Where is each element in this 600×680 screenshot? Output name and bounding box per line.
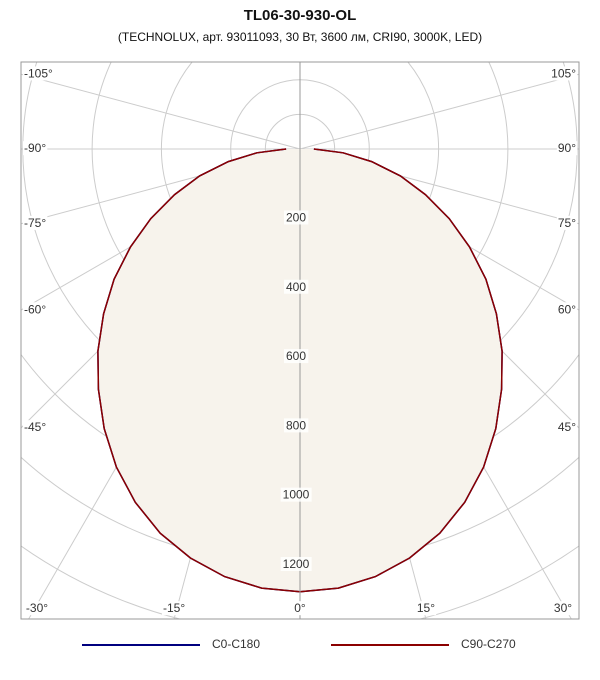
angle-label-bg (24, 601, 50, 616)
r-label-bg (280, 487, 312, 502)
r-tick-label: 800 (286, 418, 306, 432)
angle-label-bg (23, 215, 48, 230)
angle-label-bg (23, 420, 48, 435)
intensity-line (299, 148, 503, 593)
intensity-line (97, 148, 301, 593)
plot-area (21, 62, 579, 619)
r-tick-label: 1000 (283, 488, 310, 502)
angle-label-bg (550, 66, 578, 81)
angle-label: -15° (163, 601, 185, 615)
angle-label: 60° (558, 302, 576, 316)
r-tick-label: 1200 (283, 557, 310, 571)
intensity-curve (300, 149, 503, 592)
angle-label: 90° (558, 141, 576, 155)
angle-label: 105° (551, 66, 576, 80)
r-label-bg (283, 279, 309, 294)
angle-label: -75° (24, 216, 46, 230)
angle-label-bg (552, 601, 574, 616)
angle-label: -30° (26, 601, 48, 615)
r-label-bg (280, 556, 312, 571)
angle-label: 15° (417, 601, 435, 615)
r-tick-label: 400 (286, 280, 306, 294)
angle-label-bg (23, 302, 48, 317)
plot-frame (20, 61, 580, 620)
spoke (21, 73, 301, 150)
spoke (299, 73, 579, 150)
labels: -105° -90° -75° -60° -45° -30° -15° 0° 15° 30° 45°… (23, 66, 578, 616)
angle-label-bg (23, 66, 55, 81)
angle-label-bg (556, 420, 578, 435)
angle-label: 30° (554, 601, 572, 615)
chart-subtitle: (TECHNOLUX, арт. 93011093, 30 Вт, 3600 л… (118, 30, 482, 44)
angle-label: 75° (558, 216, 576, 230)
intensity-curve (97, 149, 301, 592)
angle-label-bg (161, 601, 187, 616)
r-tick-label: 600 (286, 349, 306, 363)
angle-label: 45° (558, 420, 576, 434)
angle-label: -60° (24, 302, 46, 316)
angle-label: -105° (24, 66, 53, 80)
angle-label: 0° (294, 601, 306, 615)
chart-title: TL06-30-930-OL (244, 7, 357, 24)
r-tick-label: 200 (286, 210, 306, 224)
angle-label-bg (556, 302, 578, 317)
angle-label: -45° (24, 420, 46, 434)
r-label-bg (283, 418, 309, 433)
r-label-bg (283, 349, 309, 364)
angle-label-bg (556, 215, 578, 230)
angle-label-bg (23, 141, 48, 156)
angle-label-bg (556, 141, 578, 156)
angle-label-bg (415, 601, 437, 616)
angle-label-bg (293, 601, 307, 616)
r-label-bg (283, 210, 309, 225)
legend-label: C90-C270 (461, 637, 516, 651)
angle-label: -90° (24, 141, 46, 155)
legend-label: C0-C180 (212, 637, 260, 651)
